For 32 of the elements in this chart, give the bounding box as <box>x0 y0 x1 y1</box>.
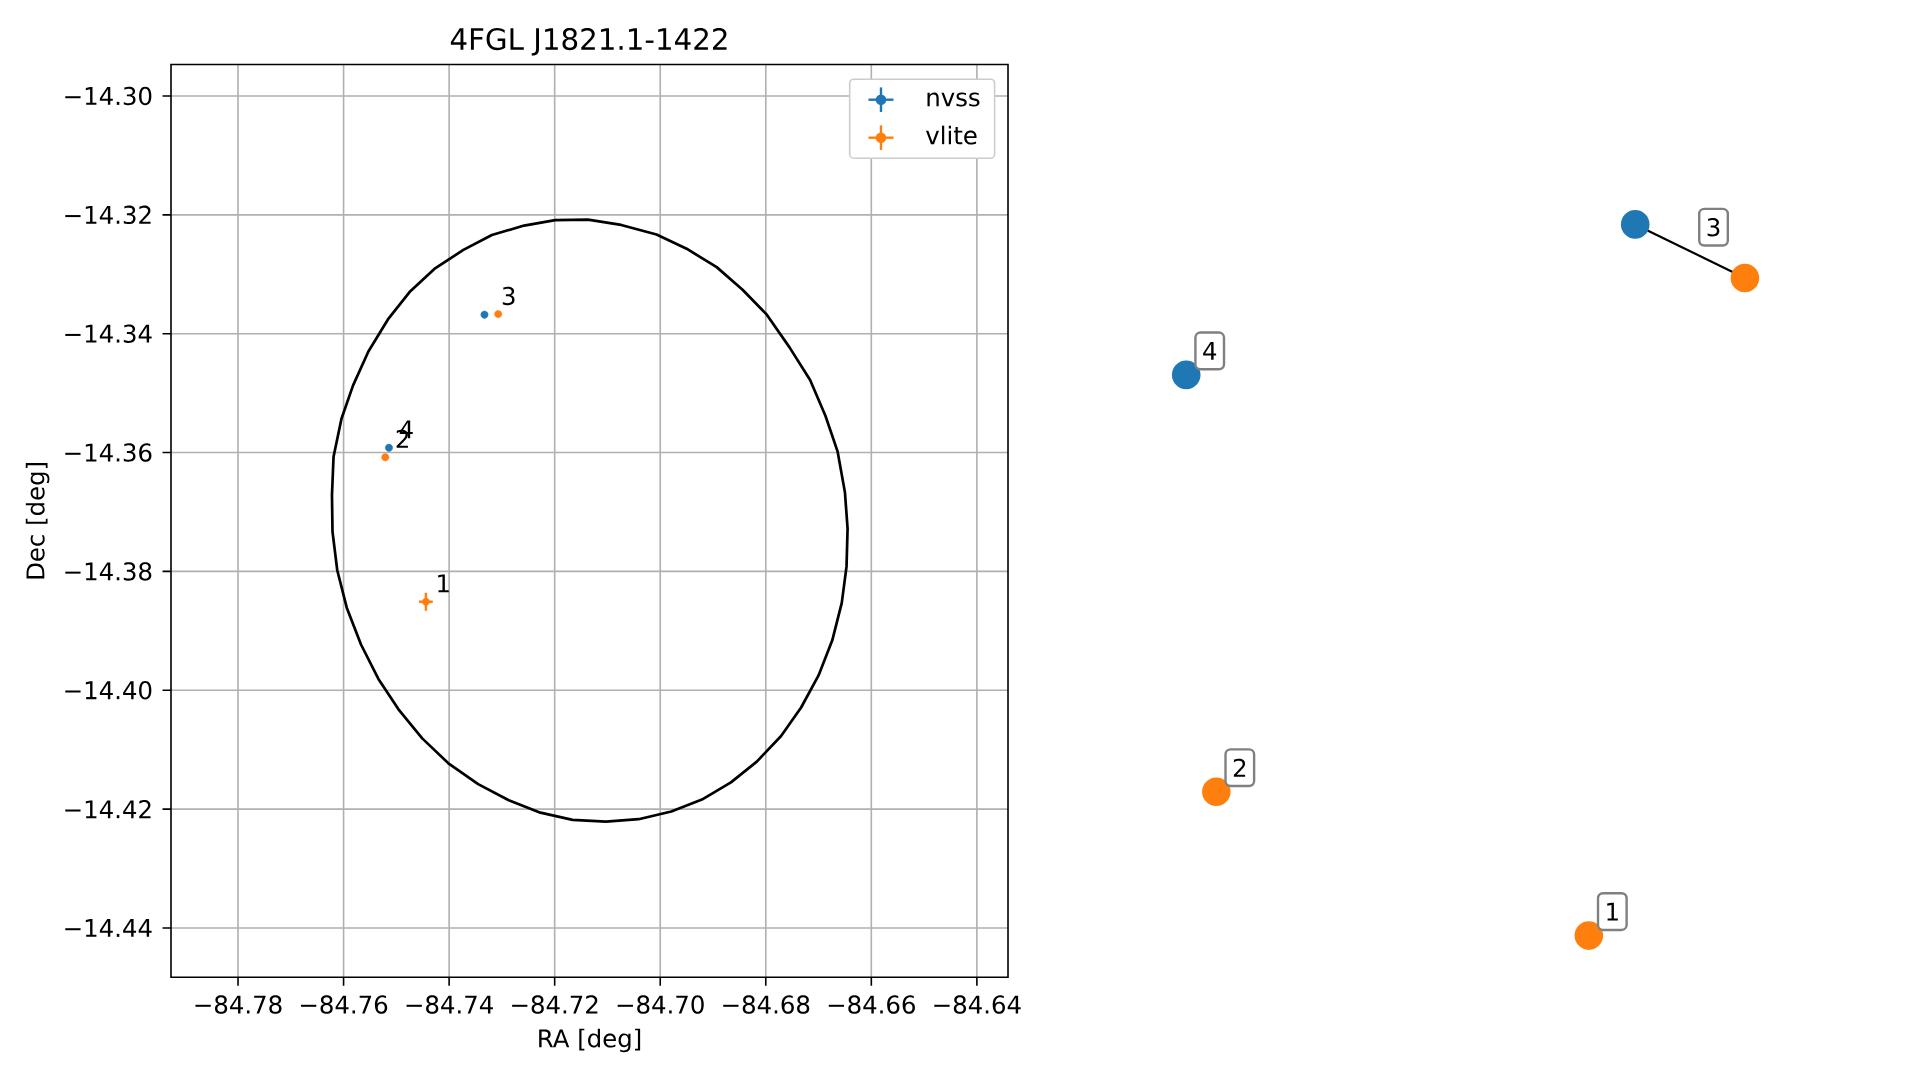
x-axis-title: RA [deg] <box>539 1028 641 1053</box>
chart-title: 4FGL J1821.1-1422 <box>450 27 727 56</box>
annotation: 1 <box>438 574 449 593</box>
y-tick-label: −14.44 <box>65 919 152 937</box>
annotation: 3 <box>502 286 515 306</box>
legend-label: vlite <box>926 125 977 145</box>
point <box>494 310 503 318</box>
point <box>480 310 489 319</box>
point <box>385 443 393 452</box>
point <box>422 597 430 606</box>
y-tick-label: −14.42 <box>65 800 151 819</box>
legend-label: nvss <box>927 92 980 107</box>
y-axis-title: Dec [deg] <box>25 463 50 579</box>
y-tick-label: −14.30 <box>65 86 152 106</box>
x-tick-label: −84.64 <box>934 995 1021 1014</box>
x-tick-label: −84.68 <box>723 995 810 1014</box>
text: 3 <box>1707 217 1720 237</box>
text: 2 <box>1233 758 1246 777</box>
text: 1 <box>1607 902 1618 921</box>
y-tick-label: −14.34 <box>65 324 152 343</box>
x-tick-label: −84.78 <box>195 995 282 1014</box>
x-tick-label: −84.70 <box>617 995 704 1014</box>
x-tick-label: −84.72 <box>512 995 598 1014</box>
text: 4 <box>1203 342 1217 360</box>
y-tick-label: −14.36 <box>65 443 152 462</box>
y-tick-label: −14.38 <box>65 562 152 581</box>
y-tick-label: −14.32 <box>65 205 151 225</box>
point <box>381 453 390 462</box>
x-tick-label: −84.76 <box>301 995 388 1014</box>
y-tick-label: −14.40 <box>65 681 152 700</box>
x-tick-label: −84.74 <box>406 995 493 1014</box>
x-tick-label: −84.66 <box>828 995 915 1014</box>
